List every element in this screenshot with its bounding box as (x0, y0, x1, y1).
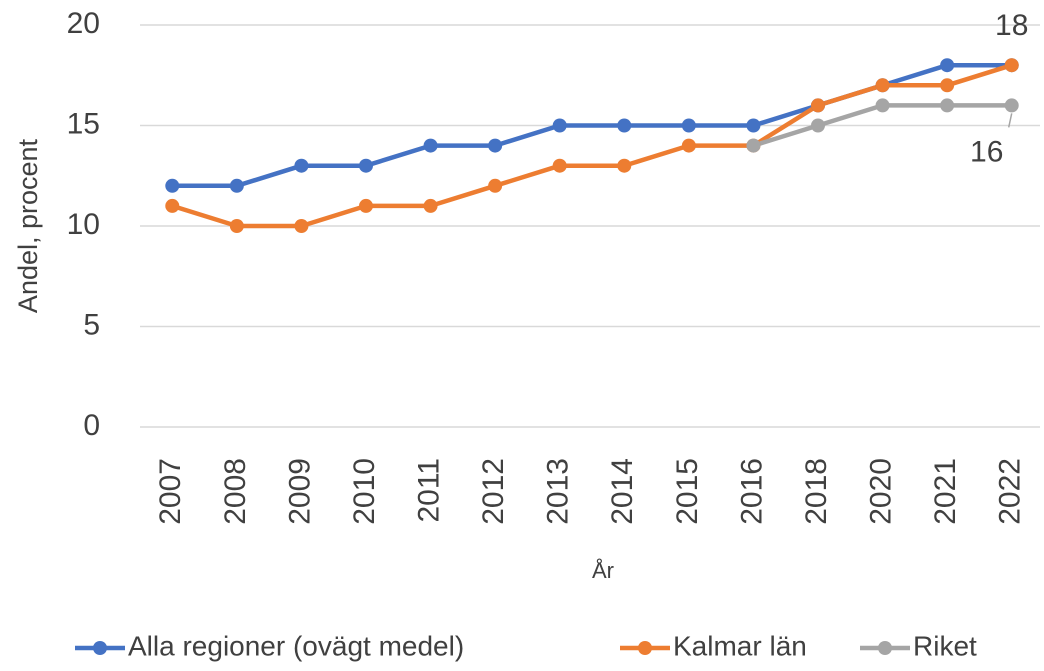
x-tick-label: 2010 (348, 458, 381, 525)
marker (1004, 98, 1019, 113)
marker (940, 98, 955, 113)
marker (681, 138, 696, 153)
x-axis-title: År (592, 558, 614, 583)
x-tick-label: 2022 (994, 458, 1027, 525)
marker (359, 198, 373, 213)
x-tick-label: 2020 (864, 458, 897, 525)
marker (940, 58, 955, 73)
marker (746, 138, 761, 153)
marker (294, 158, 309, 173)
x-tick-label: 2018 (800, 458, 833, 525)
legend-marker (93, 641, 107, 655)
y-tick-label: 10 (67, 208, 100, 241)
marker (423, 198, 438, 213)
x-tick-label: 2015 (671, 458, 704, 525)
y-tick-label: 20 (67, 7, 100, 40)
series-line (171, 63, 1013, 229)
x-tick-label: 2021 (929, 458, 962, 525)
legend-marker (878, 641, 892, 655)
marker (165, 178, 180, 193)
x-tick-label: 2007 (154, 458, 187, 525)
x-tick-label: 2012 (477, 458, 510, 525)
marker (811, 118, 825, 133)
x-tick-label: 2014 (606, 458, 639, 525)
marker (229, 178, 244, 193)
marker (165, 198, 180, 213)
marker (552, 118, 567, 133)
x-tick-label: 2008 (219, 458, 252, 525)
marker (811, 98, 825, 113)
legend-label: Riket (913, 630, 977, 661)
x-tick-label: 2016 (735, 458, 768, 525)
y-tick-label: 5 (83, 308, 100, 341)
y-tick-label: 15 (67, 107, 100, 140)
marker (875, 98, 890, 113)
leader-line (1007, 113, 1013, 128)
marker (746, 118, 761, 133)
legend-marker (638, 641, 652, 655)
marker (423, 138, 438, 153)
x-tick-label: 2009 (283, 458, 316, 525)
x-tick-label: 2013 (542, 458, 575, 525)
data-label: 18 (995, 9, 1028, 42)
marker (488, 138, 503, 153)
marker (875, 78, 890, 93)
marker (294, 219, 309, 233)
x-tick-label: 2011 (412, 458, 445, 523)
marker (359, 158, 373, 173)
marker (617, 158, 632, 173)
marker (488, 178, 503, 193)
marker (229, 219, 244, 233)
marker (681, 118, 696, 133)
legend-label: Kalmar län (673, 630, 807, 661)
y-axis-title: Andel, procent (13, 138, 43, 313)
marker (1004, 58, 1019, 73)
marker (940, 78, 955, 93)
legend-label: Alla regioner (ovägt medel) (128, 630, 464, 661)
marker (617, 118, 632, 133)
y-tick-label: 0 (83, 409, 100, 442)
marker (552, 158, 567, 173)
data-label: 16 (970, 135, 1003, 168)
